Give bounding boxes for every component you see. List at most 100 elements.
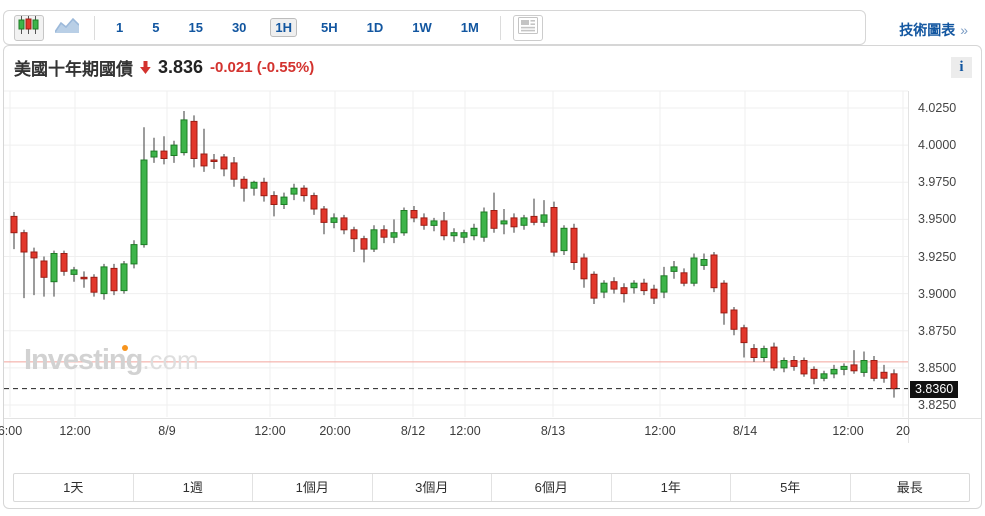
- range-button-0[interactable]: 1天: [63, 480, 84, 495]
- candle: [160, 136, 168, 165]
- range-button-4[interactable]: 6個月: [491, 474, 611, 501]
- y-axis-label: 3.8250: [918, 398, 957, 412]
- candle: [880, 364, 888, 383]
- candle: [670, 261, 678, 279]
- timeframe-button-1w[interactable]: 1W: [412, 20, 432, 35]
- candle: [50, 250, 58, 297]
- candle: [260, 177, 268, 202]
- candle: [760, 345, 768, 362]
- timeframe-button-1m[interactable]: 1M: [460, 20, 479, 35]
- candle: [590, 271, 598, 304]
- timeframe-button-5[interactable]: 5: [152, 20, 160, 35]
- x-axis-label: 12:00: [644, 424, 676, 438]
- candle: [870, 356, 878, 382]
- candle: [500, 209, 508, 235]
- x-axis-label: 8/12: [400, 424, 426, 438]
- timeframe-button-5h[interactable]: 5H: [321, 20, 338, 35]
- arrow-down-icon: [140, 61, 151, 74]
- candle: [250, 180, 258, 196]
- x-axis-label: 12:00: [254, 424, 286, 438]
- candle: [220, 154, 228, 177]
- candle: [570, 223, 578, 270]
- candle: [680, 268, 688, 287]
- x-axis-label: 8/13: [540, 424, 566, 438]
- candle: [360, 235, 368, 263]
- range-button-5[interactable]: 1年: [610, 474, 731, 501]
- y-axis-label: 3.8750: [918, 324, 957, 338]
- y-axis-label: 3.9750: [918, 175, 957, 189]
- range-button-6[interactable]: 5年: [730, 474, 850, 501]
- candle: [770, 342, 778, 371]
- line-chart-button[interactable]: [52, 15, 82, 41]
- candle: [840, 363, 848, 376]
- timeframe-list: 1 5 15 30 1H 5H 1D 1W 1M: [111, 18, 484, 37]
- candle: [390, 219, 398, 244]
- candle: [660, 266, 668, 299]
- candle: [520, 214, 528, 230]
- chart-toolbar: 1 5 15 30 1H 5H 1D 1W 1M: [3, 10, 866, 45]
- candle: [70, 266, 78, 282]
- candlestick-icon: [18, 15, 40, 40]
- candle: [710, 252, 718, 293]
- candle: [830, 364, 838, 379]
- date-range-bar: 1天 1週 1個月 3個月 6個月 1年 5年 最長: [13, 473, 970, 502]
- timeframe-button-1d[interactable]: 1D: [366, 20, 384, 35]
- range-button-7[interactable]: 最長: [849, 474, 970, 501]
- candle: [580, 253, 588, 288]
- timeframe-button-1h[interactable]: 1H: [270, 18, 298, 37]
- candle: [720, 280, 728, 325]
- candle: [780, 357, 788, 373]
- candle: [420, 213, 428, 230]
- x-axis-label: 8/14: [732, 424, 758, 438]
- range-button-2[interactable]: 1個月: [252, 474, 372, 501]
- candlestick-chart[interactable]: [0, 90, 985, 420]
- news-panel-button[interactable]: [512, 14, 543, 41]
- candle: [890, 369, 898, 398]
- chart-card: [3, 45, 982, 509]
- candle: [450, 228, 458, 242]
- x-axis-label: 8/9: [158, 424, 176, 438]
- candle: [90, 274, 98, 297]
- timeframe-button-15[interactable]: 15: [188, 20, 203, 35]
- toolbar-divider: [499, 15, 501, 40]
- timeframe-button-1[interactable]: 1: [116, 20, 124, 35]
- y-axis-label: 3.8500: [918, 361, 957, 375]
- candle: [480, 207, 488, 242]
- last-price-tag: 3.8360: [910, 381, 959, 398]
- range-button-3[interactable]: 3個月: [371, 474, 492, 501]
- x-axis-label: 12:00: [832, 424, 864, 438]
- candle: [790, 356, 798, 371]
- info-icon[interactable]: i: [951, 57, 972, 78]
- technical-chart-link[interactable]: 技術圖表 »: [899, 20, 968, 40]
- candle: [510, 213, 518, 233]
- candle: [240, 176, 248, 202]
- candle: [130, 240, 138, 269]
- timeframe-button-30[interactable]: 30: [231, 20, 247, 35]
- candle: [80, 271, 88, 288]
- candle: [740, 324, 748, 358]
- candle: [800, 357, 808, 377]
- candle: [290, 183, 298, 201]
- chevron-right-icon: »: [960, 22, 968, 38]
- range-button-1[interactable]: 1週: [132, 474, 253, 501]
- candlestick-chart-button[interactable]: [14, 14, 44, 41]
- candle: [860, 351, 868, 377]
- candle: [400, 207, 408, 236]
- y-axis-line: [908, 91, 909, 443]
- candle: [60, 250, 68, 276]
- candle: [100, 263, 108, 300]
- candle: [600, 280, 608, 299]
- candle: [530, 198, 538, 226]
- x-axis-label: 12:00: [449, 424, 481, 438]
- candle: [440, 212, 448, 241]
- candle: [340, 214, 348, 235]
- candle: [610, 277, 618, 294]
- candle: [40, 256, 48, 297]
- candle: [640, 278, 648, 296]
- candle: [180, 111, 188, 156]
- news-panel-icon: [517, 16, 538, 39]
- candle: [460, 229, 468, 244]
- x-axis-label: 20:00: [319, 424, 351, 438]
- candle: [10, 212, 18, 250]
- candle: [410, 206, 418, 223]
